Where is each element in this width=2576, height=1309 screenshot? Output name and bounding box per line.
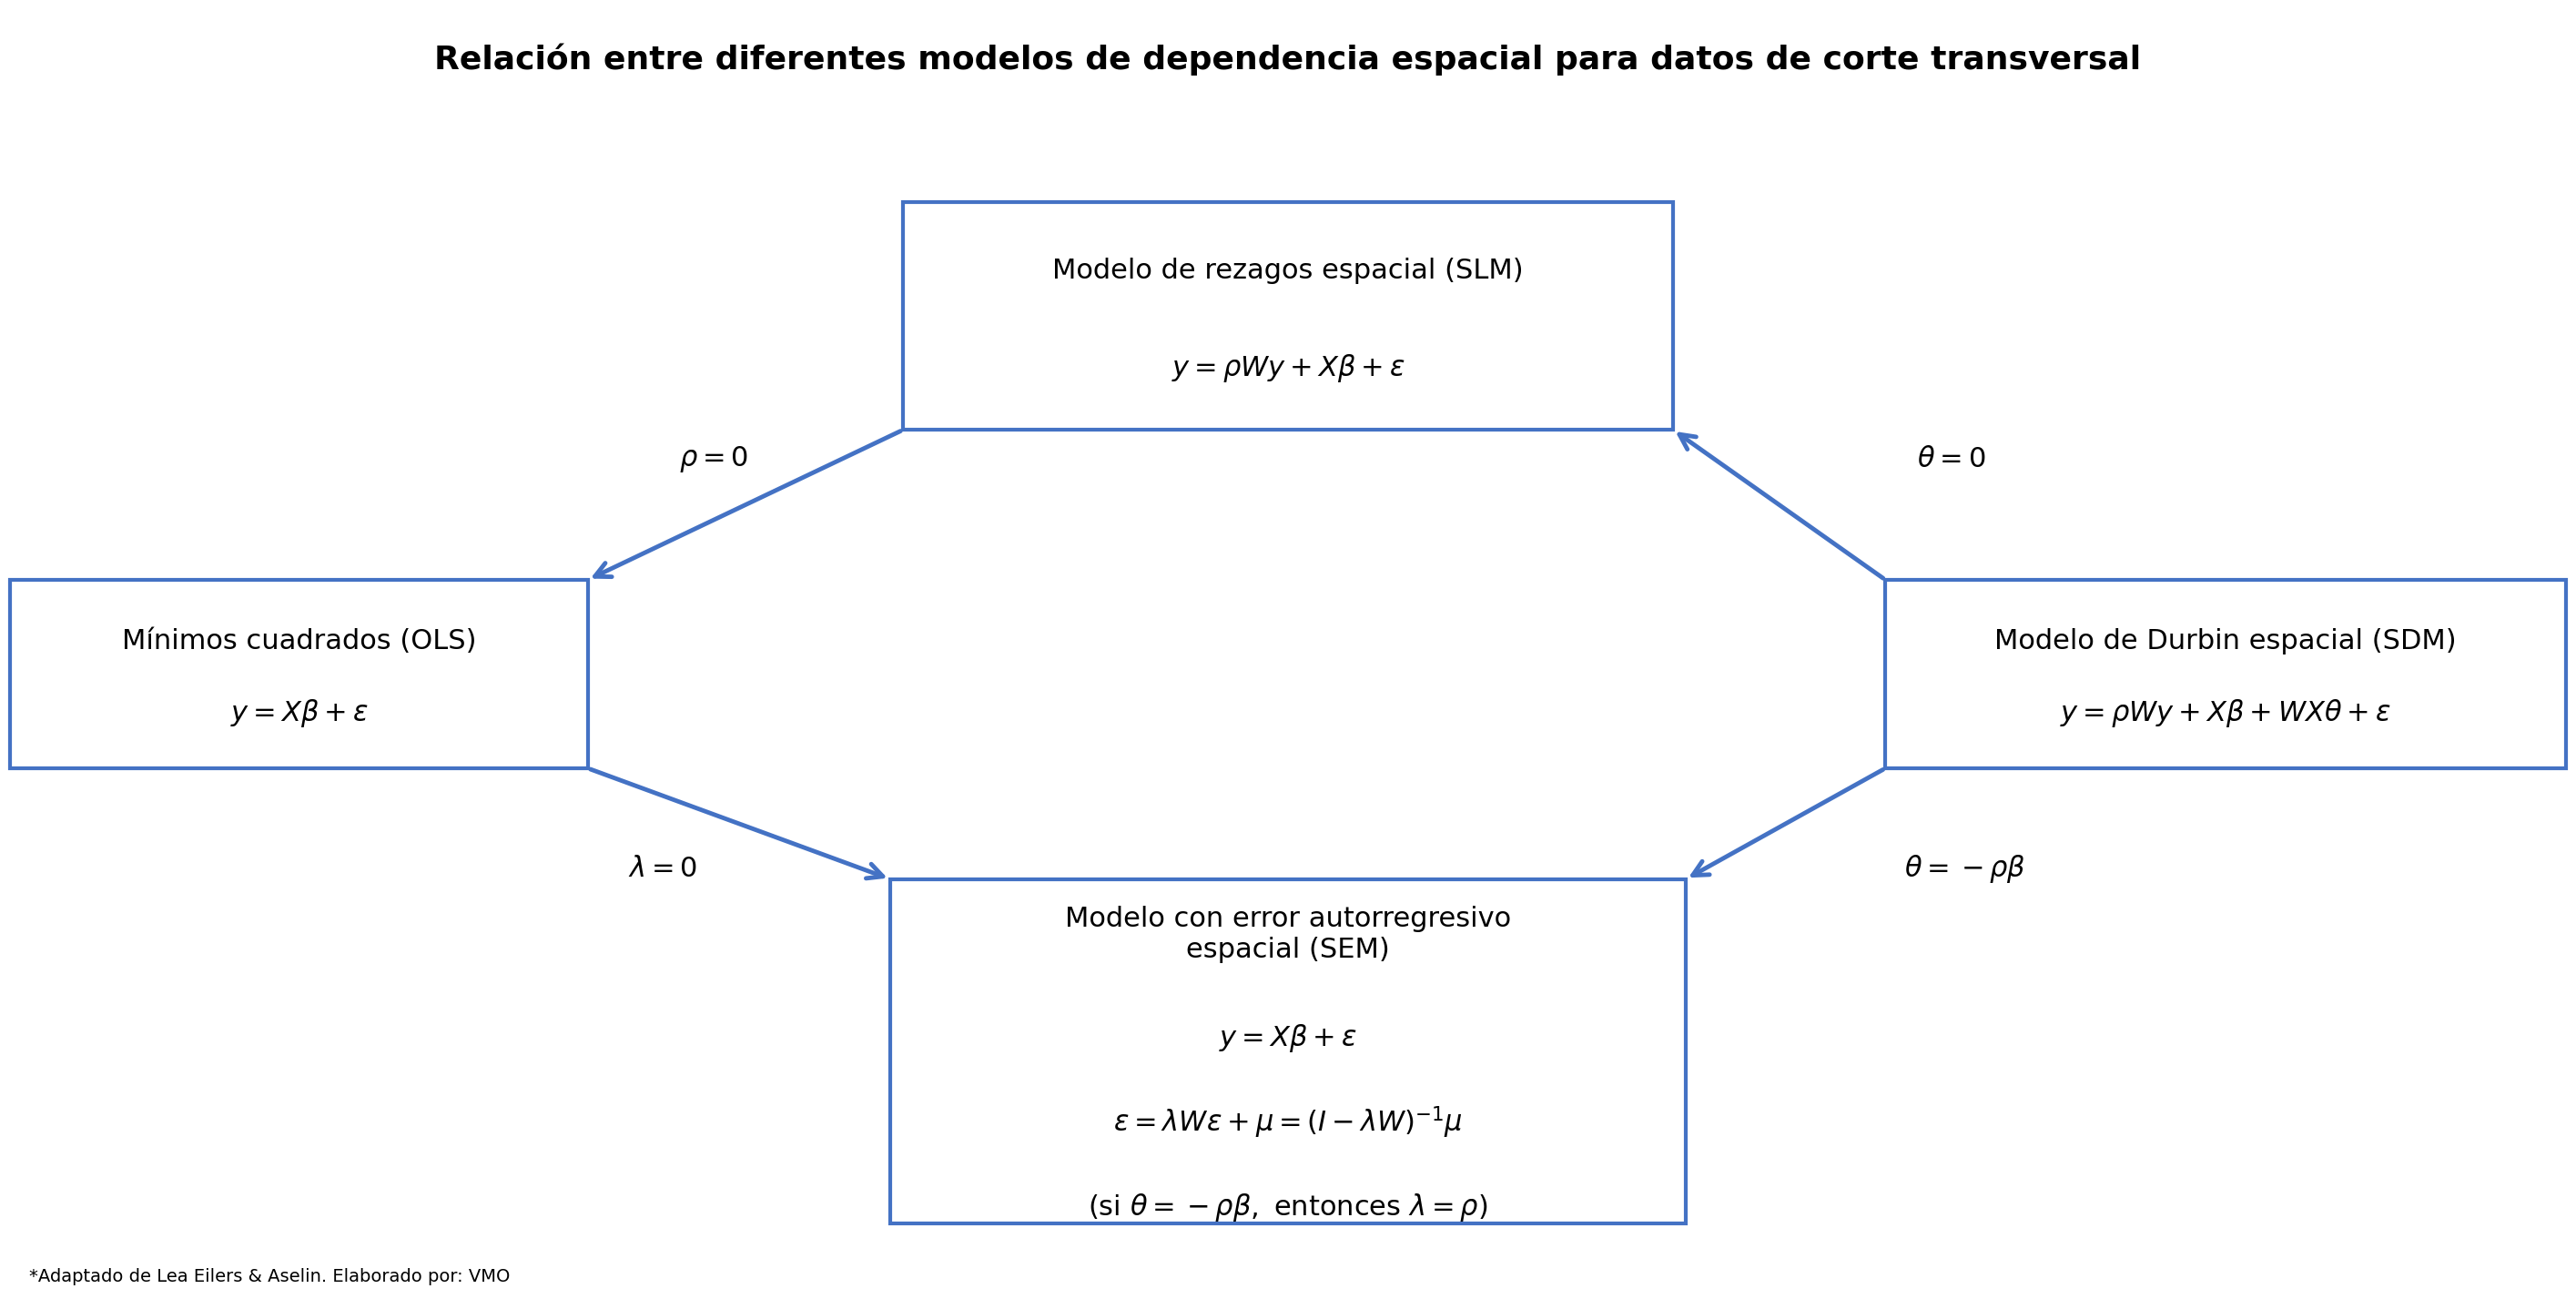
FancyBboxPatch shape — [902, 203, 1674, 429]
Text: $\lambda = 0$: $\lambda = 0$ — [629, 856, 698, 882]
Text: $y = \rho Wy + X\beta + \epsilon$: $y = \rho Wy + X\beta + \epsilon$ — [1172, 352, 1404, 384]
Text: $\theta = -\rho\beta$: $\theta = -\rho\beta$ — [1904, 853, 2025, 885]
FancyBboxPatch shape — [889, 880, 1687, 1224]
Text: Modelo de Durbin espacial (SDM): Modelo de Durbin espacial (SDM) — [1994, 628, 2458, 654]
Text: Modelo de rezagos espacial (SLM): Modelo de rezagos espacial (SLM) — [1054, 258, 1522, 284]
Text: *Adaptado de Lea Eilers & Aselin. Elaborado por: VMO: *Adaptado de Lea Eilers & Aselin. Elabor… — [28, 1268, 510, 1285]
Text: $y = \rho Wy + X\beta + WX\theta + \epsilon$: $y = \rho Wy + X\beta + WX\theta + \epsi… — [2061, 698, 2391, 729]
FancyBboxPatch shape — [10, 580, 587, 768]
Text: $y = X\beta + \epsilon$: $y = X\beta + \epsilon$ — [1218, 1022, 1358, 1054]
Text: $\epsilon = \lambda W\epsilon + \mu = (I - \lambda W)^{-1}\mu$: $\epsilon = \lambda W\epsilon + \mu = (I… — [1113, 1105, 1463, 1141]
Text: Relación entre diferentes modelos de dependencia espacial para datos de corte tr: Relación entre diferentes modelos de dep… — [435, 43, 2141, 75]
Text: Modelo con error autorregresivo
espacial (SEM): Modelo con error autorregresivo espacial… — [1064, 906, 1512, 963]
Text: $\theta = 0$: $\theta = 0$ — [1917, 446, 1986, 473]
FancyBboxPatch shape — [1886, 580, 2566, 768]
Text: $y = X\beta + \epsilon$: $y = X\beta + \epsilon$ — [229, 698, 368, 729]
Text: $\rho = 0$: $\rho = 0$ — [680, 444, 750, 474]
Text: $(\mathrm{si}\ \theta = -\rho\beta,\ \mathrm{entonces}\ \lambda = \rho)$: $(\mathrm{si}\ \theta = -\rho\beta,\ \ma… — [1087, 1191, 1489, 1224]
Text: Mínimos cuadrados (OLS): Mínimos cuadrados (OLS) — [121, 628, 477, 654]
